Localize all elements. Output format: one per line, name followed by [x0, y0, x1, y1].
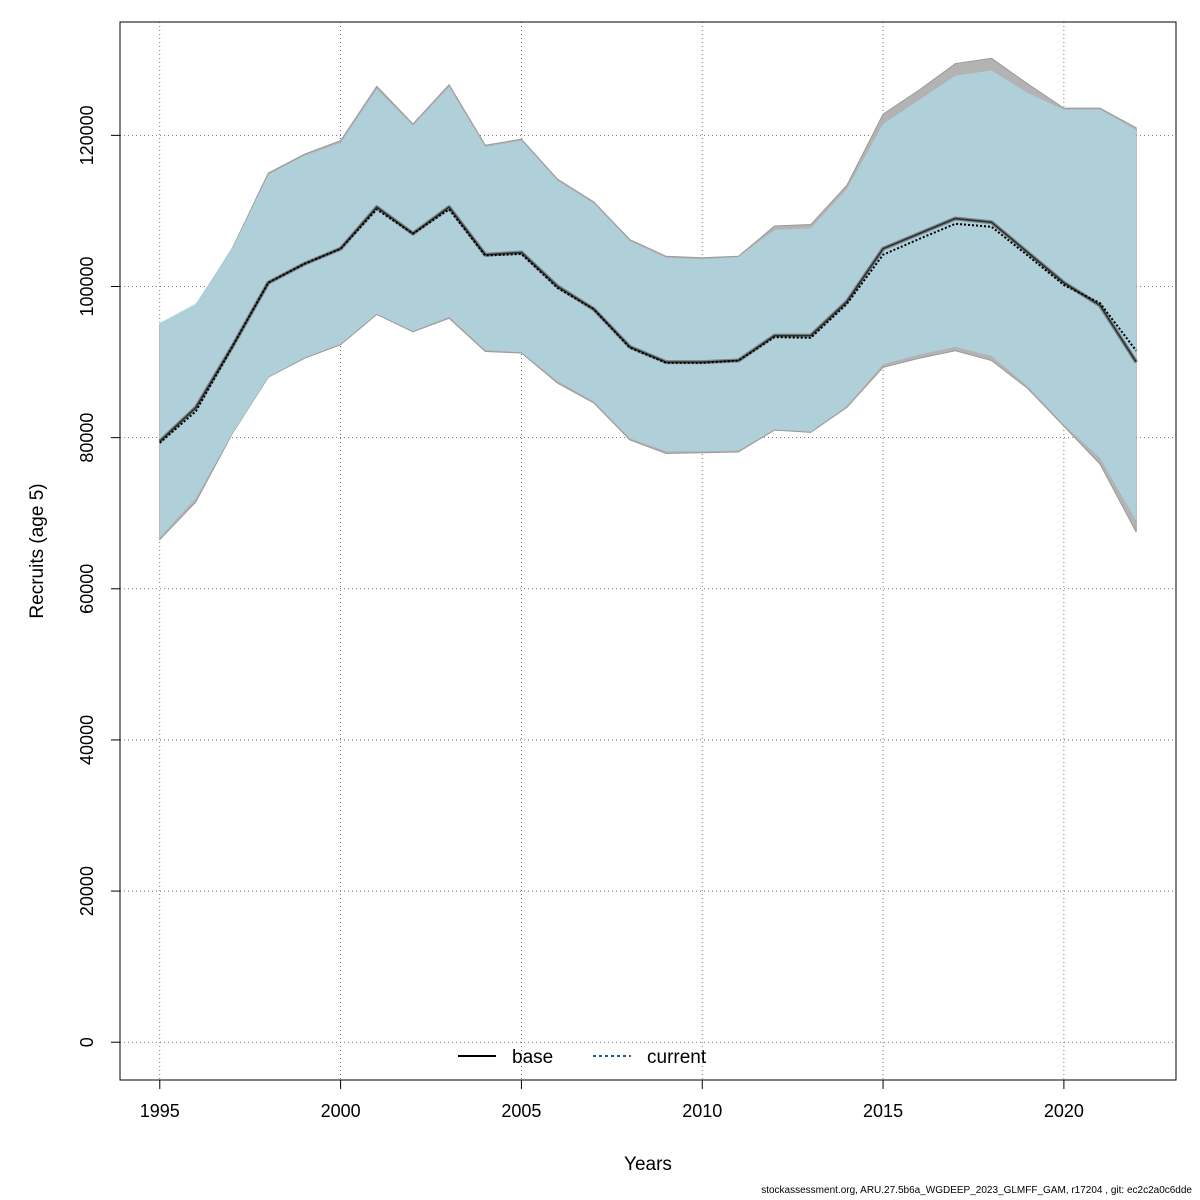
- y-tick-label: 120000: [77, 105, 97, 165]
- y-tick-label: 80000: [77, 413, 97, 463]
- legend-base-label: base: [512, 1047, 553, 1068]
- x-axis: 1995 2000 2005 2010 2015 2020: [140, 1080, 1084, 1121]
- plot-frame: [119, 21, 1177, 1081]
- y-tick-label: 20000: [77, 866, 97, 916]
- x-tick-label: 2000: [321, 1101, 361, 1121]
- x-tick-label: 2005: [501, 1101, 541, 1121]
- series-line-current: [159, 208, 1138, 444]
- y-tick-label: 60000: [77, 564, 97, 614]
- x-tick-label: 1995: [140, 1101, 180, 1121]
- y-tick-label: 0: [77, 1037, 97, 1047]
- confidence-band-current: [159, 70, 1137, 538]
- x-tick-label: 2015: [863, 1101, 903, 1121]
- legend: base current: [458, 1047, 707, 1068]
- y-axis-label: Recruits (age 5): [27, 483, 48, 618]
- x-tick-label: 2010: [682, 1101, 722, 1121]
- y-tick-label: 100000: [77, 256, 97, 316]
- y-tick-label: 40000: [77, 715, 97, 765]
- series-lines: [158, 205, 1138, 444]
- footer-source-text: stockassessment.org, ARU.27.5b6a_WGDEEP_…: [761, 1185, 1192, 1196]
- legend-current-label: current: [647, 1047, 707, 1068]
- series-line-base: [159, 206, 1137, 442]
- x-axis-label: Years: [624, 1154, 672, 1175]
- x-tick-label: 2020: [1044, 1101, 1084, 1121]
- y-axis: 0 20000 40000 60000 80000 100000 120000: [77, 105, 120, 1047]
- confidence-bands: [159, 57, 1137, 541]
